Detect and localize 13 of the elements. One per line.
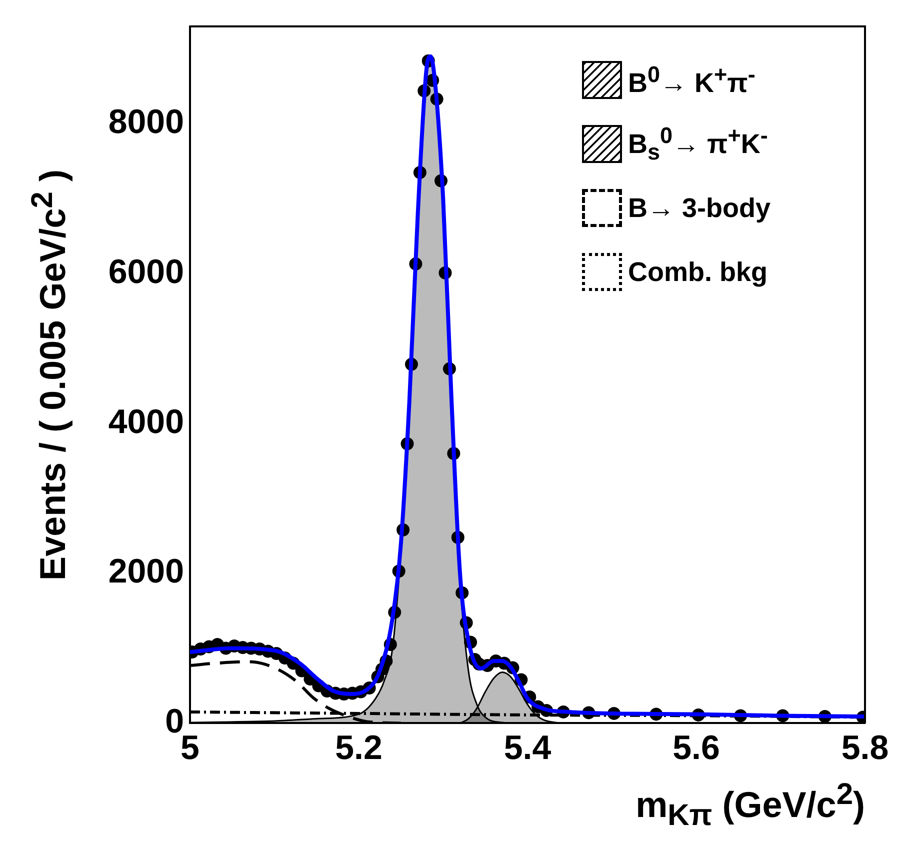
x-tick-label: 5.4: [504, 728, 552, 767]
legend-label: B→ 3-body: [628, 192, 771, 224]
x-tick-label: 5.2: [335, 728, 382, 767]
y-tick-label: 4000: [108, 402, 184, 441]
legend-label: Comb. bkg: [628, 256, 768, 288]
legend-label: B$_{s}$$^{0}$→ π$^{+}$K$^{-}$: [628, 122, 768, 166]
legend-label: B$^{0}$→ K$^{+}$π$^{-}$: [628, 62, 756, 98]
x-tick-label: 5.6: [672, 728, 720, 767]
x-tick-label: 5.8: [841, 728, 889, 767]
y-tick-label: 6000: [108, 253, 184, 292]
y-tick-label: 8000: [108, 103, 184, 142]
x-axis-title: m$_{Kπ}$ (GeV/c$^{2}$): [636, 778, 865, 834]
y-tick-label: 2000: [108, 552, 184, 591]
